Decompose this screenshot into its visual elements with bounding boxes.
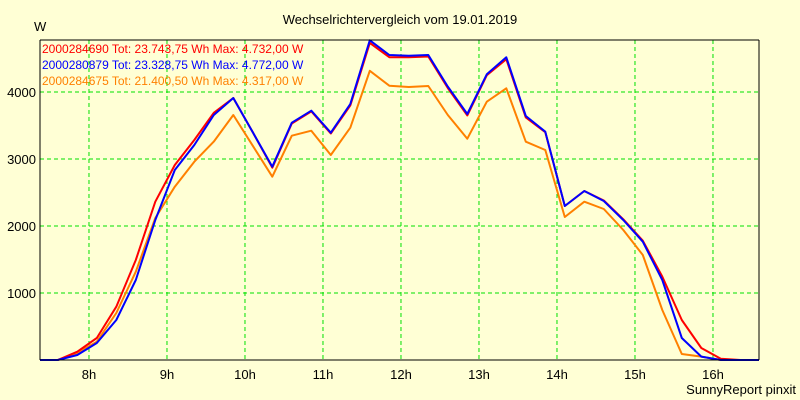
y-tick-label: 4000 xyxy=(7,85,36,100)
footer-credit: SunnyReport pinxit xyxy=(686,382,796,397)
legend-entry-2000284675: 2000284675 Tot: 21.400,50 Wh Max: 4.317,… xyxy=(42,74,304,88)
y-tick-label: 1000 xyxy=(7,286,36,301)
y-tick-label: 3000 xyxy=(7,152,36,167)
x-tick-label: 9h xyxy=(160,367,174,382)
y-axis-unit-label: W xyxy=(34,19,47,34)
x-tick-label: 10h xyxy=(234,367,256,382)
series-line-2000280879 xyxy=(40,39,759,361)
x-tick-label: 16h xyxy=(702,367,724,382)
x-tick-label: 13h xyxy=(468,367,490,382)
legend-entry-2000280879: 2000280879 Tot: 23.328,75 Wh Max: 4.772,… xyxy=(42,58,304,72)
legend-entry-2000284690: 2000284690 Tot: 23.743,75 Wh Max: 4.732,… xyxy=(42,42,304,56)
series-line-2000284675 xyxy=(40,69,759,361)
x-tick-label: 15h xyxy=(624,367,646,382)
y-tick-label: 2000 xyxy=(7,219,36,234)
chart-title: Wechselrichtervergleich vom 19.01.2019 xyxy=(283,12,518,27)
x-tick-label: 14h xyxy=(546,367,568,382)
x-tick-label: 8h xyxy=(82,367,96,382)
x-tick-label: 11h xyxy=(313,367,334,382)
series-line-2000284690 xyxy=(40,41,759,361)
x-tick-label: 12h xyxy=(390,367,412,382)
